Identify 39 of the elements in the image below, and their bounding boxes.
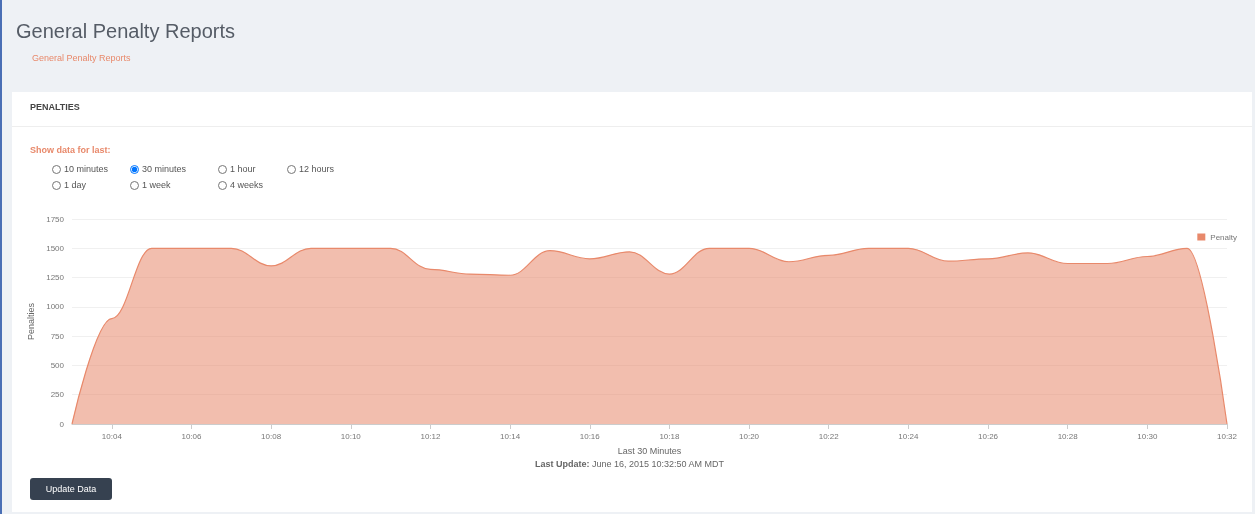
y-axis-title: Penalties — [25, 302, 36, 341]
x-tick-label: 10:32 — [1216, 431, 1238, 441]
x-axis-title: Last 30 Minutes — [617, 445, 682, 456]
x-tick-label: 10:12 — [420, 431, 441, 441]
text: 1 day — [64, 180, 87, 190]
y-tick-label: 1250 — [46, 273, 65, 283]
text: 1 week — [142, 180, 171, 190]
text: Last Update: June 16, 2015 10:32:50 AM MDT — [533, 459, 726, 469]
x-tick-label: 10:08 — [261, 431, 282, 441]
x-tick-label: 10:28 — [1057, 431, 1079, 441]
y-tick-label: 0 — [59, 419, 65, 429]
y-tick-label: 750 — [50, 331, 65, 341]
x-tick-label: 10:30 — [1137, 431, 1158, 441]
text: 10 minutes — [64, 164, 109, 174]
x-tick-label: 10:20 — [739, 431, 760, 441]
text: 1 hour — [230, 164, 256, 174]
text: General Penalty Reports — [32, 53, 131, 63]
text: 12 hours — [299, 164, 335, 174]
y-tick-label: 500 — [50, 360, 65, 370]
text: Show data for last: — [30, 145, 111, 155]
text: PENALTIES — [30, 102, 80, 112]
x-tick-label: 10:04 — [101, 431, 123, 441]
y-tick-label: 1000 — [46, 302, 65, 312]
x-tick-label: 10:18 — [659, 431, 680, 441]
x-tick-label: 10:14 — [500, 431, 521, 441]
x-tick-label: 10:16 — [579, 431, 601, 441]
x-tick-label: 10:26 — [978, 431, 999, 441]
text: Update Data — [30, 478, 112, 500]
text: 30 minutes — [142, 164, 187, 174]
y-tick-label: 250 — [50, 390, 65, 400]
x-tick-label: 10:10 — [340, 431, 362, 441]
x-tick-label: 10:22 — [818, 431, 840, 441]
y-tick-label: 1500 — [46, 243, 65, 253]
text: 4 weeks — [230, 180, 264, 190]
y-tick-label: 1750 — [46, 214, 65, 224]
legend-label: Penalty — [1210, 232, 1237, 242]
x-tick-label: 10:06 — [181, 431, 203, 441]
x-tick-label: 10:24 — [898, 431, 919, 441]
chart-title: General Penalty Reports — [16, 20, 236, 43]
